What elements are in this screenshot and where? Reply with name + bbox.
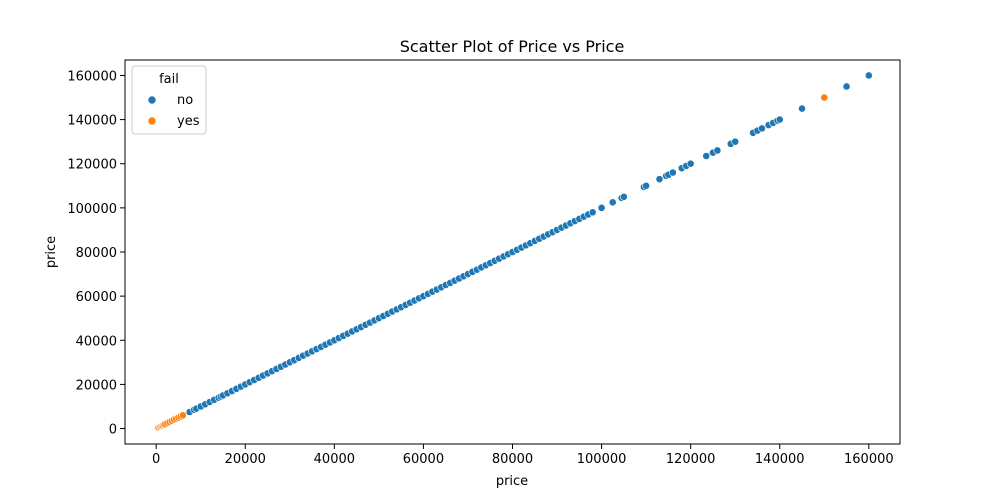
- x-tick-label: 40000: [314, 452, 355, 467]
- data-point-yes: [178, 411, 187, 420]
- y-tick-label: 60000: [76, 290, 117, 305]
- data-point-no: [588, 208, 597, 217]
- y-axis: 0 20000 40000 60000 80000 100000 120000 140000 1…: [67, 69, 125, 438]
- y-tick-label: 20000: [76, 378, 117, 393]
- chart-title: Scatter Plot of Price vs Price: [400, 37, 625, 56]
- y-tick-label: 160000: [67, 69, 117, 84]
- data-point-yes: [820, 93, 829, 102]
- y-tick-label: 80000: [76, 246, 117, 261]
- data-point-no: [864, 71, 873, 80]
- data-point-no: [642, 181, 651, 190]
- y-tick-label: 140000: [67, 114, 117, 129]
- y-tick-label: 100000: [67, 202, 117, 217]
- data-point-no: [731, 137, 740, 146]
- data-point-no: [668, 168, 677, 177]
- data-point-no: [597, 203, 606, 212]
- y-axis-label: price: [44, 236, 59, 268]
- data-point-no: [842, 82, 851, 91]
- data-point-no: [798, 104, 806, 113]
- legend-title: fail: [159, 72, 179, 87]
- data-point-no: [608, 198, 617, 207]
- data-points: [154, 71, 873, 432]
- legend: fail no yes: [131, 65, 207, 135]
- data-point-no: [655, 175, 664, 184]
- legend-label-no: no: [177, 93, 193, 108]
- x-axis: 0 20000 40000 60000 80000 100000 120000 140000 1…: [152, 444, 894, 467]
- data-point-no: [702, 152, 711, 160]
- x-tick-label: 0: [152, 452, 160, 467]
- x-tick-label: 120000: [666, 452, 716, 467]
- data-point-no: [619, 192, 628, 201]
- x-tick-label: 20000: [225, 452, 266, 467]
- x-tick-label: 140000: [755, 452, 805, 467]
- x-tick-label: 60000: [403, 452, 444, 467]
- x-tick-label: 100000: [577, 452, 627, 467]
- data-point-no: [775, 115, 784, 124]
- y-tick-label: 0: [109, 423, 117, 438]
- data-point-no: [713, 146, 722, 155]
- x-tick-label: 80000: [492, 452, 533, 467]
- x-tick-label: 160000: [844, 452, 894, 467]
- x-axis-label: price: [496, 474, 528, 489]
- y-tick-label: 120000: [67, 158, 117, 173]
- y-tick-label: 40000: [76, 334, 117, 349]
- data-point-no: [686, 159, 695, 168]
- legend-marker-yes: [147, 116, 157, 126]
- legend-marker-no: [147, 95, 157, 105]
- legend-label-yes: yes: [177, 114, 200, 129]
- data-point-no: [758, 124, 766, 133]
